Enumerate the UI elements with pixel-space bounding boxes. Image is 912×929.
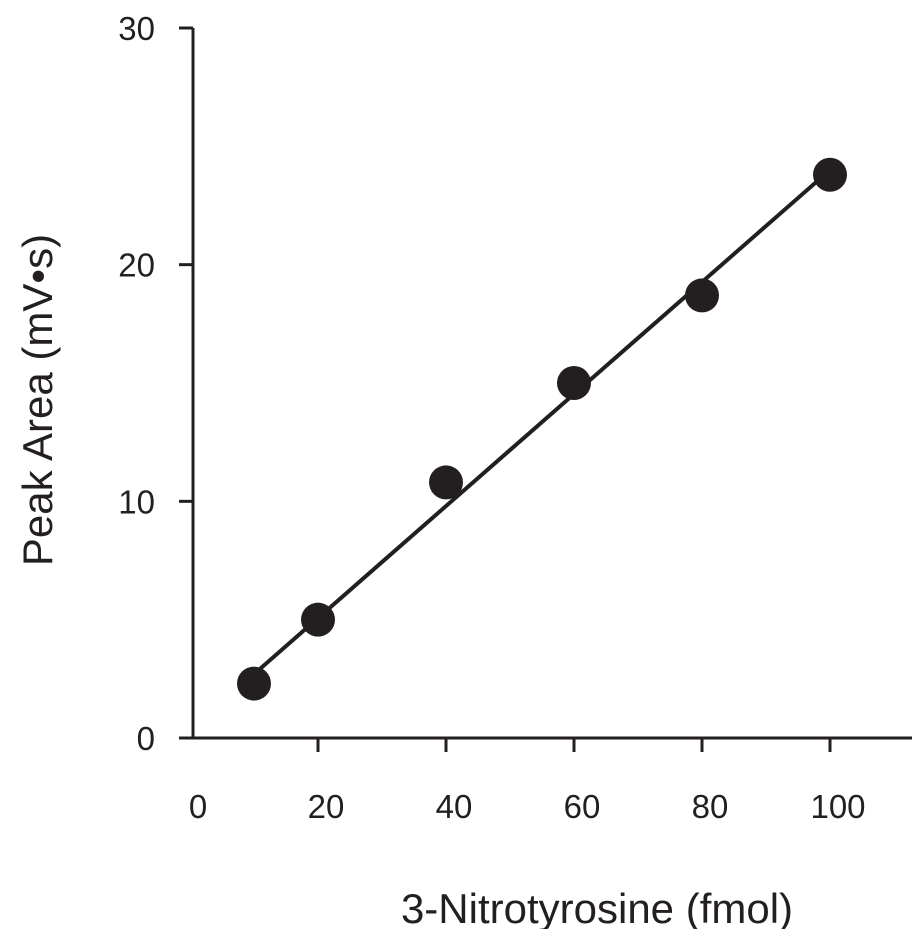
y-tick-label-10: 10 [118, 483, 155, 520]
x-ticks: 0 20 40 60 80 100 [189, 738, 866, 825]
data-point-20 [301, 602, 335, 637]
y-axis-title: Peak Area (mV•s) [14, 234, 61, 566]
data-points [237, 157, 847, 701]
y-tick-label-30: 30 [118, 10, 155, 47]
x-axis-title: 3-Nitrotyrosine (fmol) [401, 885, 793, 929]
x-tick-label-40: 40 [436, 788, 473, 825]
fit-line-group [252, 168, 832, 676]
data-point-10 [237, 666, 271, 701]
x-tick-label-0: 0 [189, 788, 207, 825]
data-point-60 [557, 366, 591, 400]
x-tick-label-20: 20 [308, 788, 345, 825]
data-point-80 [685, 278, 719, 313]
x-tick-label-80: 80 [692, 788, 729, 825]
fit-line [252, 168, 832, 676]
data-point-100 [813, 157, 847, 192]
data-point-40 [429, 465, 463, 500]
x-tick-label-100: 100 [810, 788, 865, 825]
axes [191, 28, 912, 740]
y-ticks: 0 10 20 30 [118, 10, 193, 757]
y-tick-label-20: 20 [118, 247, 155, 284]
y-tick-label-0: 0 [137, 720, 155, 757]
x-tick-label-60: 60 [564, 788, 601, 825]
